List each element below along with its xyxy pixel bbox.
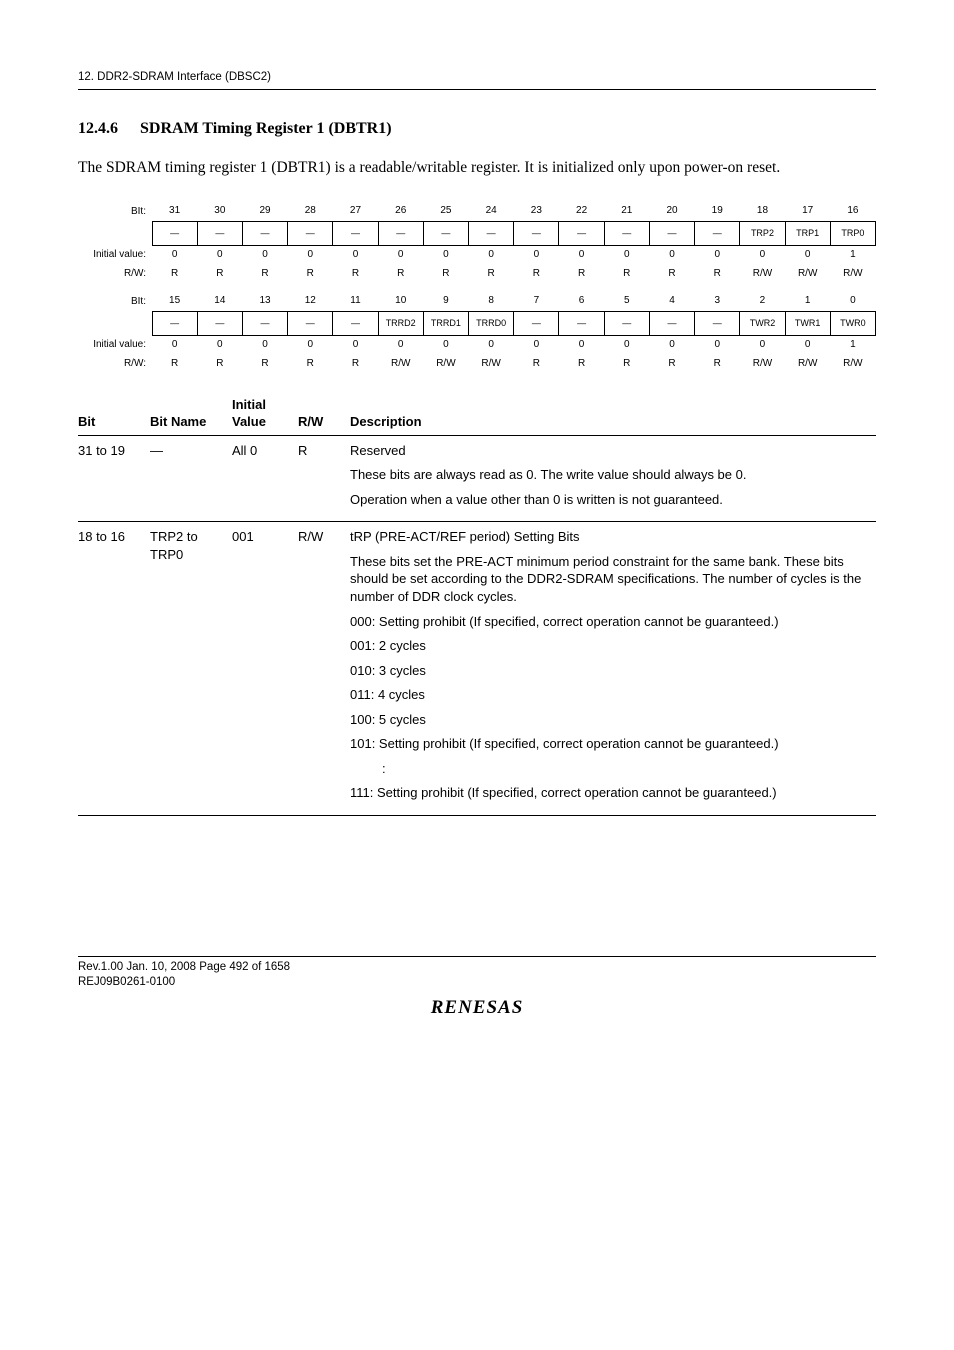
section-number: 12.4.6 [78, 118, 118, 140]
page-footer: Rev.1.00 Jan. 10, 2008 Page 492 of 1658 … [78, 956, 876, 991]
table-row: 18 to 16 TRP2 to TRP0 001 R/W tRP (PRE-A… [78, 522, 876, 816]
section-heading: 12.4.6 SDRAM Timing Register 1 (DBTR1) [78, 118, 876, 140]
bit-diagram-upper: BIt: 31302928 27262524 23222120 19181716… [82, 202, 876, 284]
col-bitname: Bit Name [150, 392, 232, 436]
col-desc: Description [350, 392, 876, 436]
breadcrumb: 12. DDR2-SDRAM Interface (DBSC2) [78, 70, 876, 90]
intro-paragraph: The SDRAM timing register 1 (DBTR1) is a… [78, 157, 876, 179]
bit-label: BIt: [82, 202, 152, 222]
col-rw: R/W [298, 392, 350, 436]
col-bit: Bit [78, 392, 150, 436]
initial-value-label: Initial value: [82, 245, 152, 265]
renesas-logo: RENESAS [78, 995, 876, 1021]
rw-label: R/W: [82, 265, 152, 284]
col-initial: Initial Value [232, 392, 298, 436]
bit-description-table: Bit Bit Name Initial Value R/W Descripti… [78, 392, 876, 816]
section-title: SDRAM Timing Register 1 (DBTR1) [140, 120, 392, 137]
bit-diagram-lower: BIt: 15141312 111098 7654 3210 ———— —TRR… [82, 292, 876, 374]
footer-rev: Rev.1.00 Jan. 10, 2008 Page 492 of 1658 [78, 960, 876, 976]
table-row: 31 to 19 — All 0 R Reserved These bits a… [78, 435, 876, 522]
footer-doc: REJ09B0261-0100 [78, 975, 876, 991]
